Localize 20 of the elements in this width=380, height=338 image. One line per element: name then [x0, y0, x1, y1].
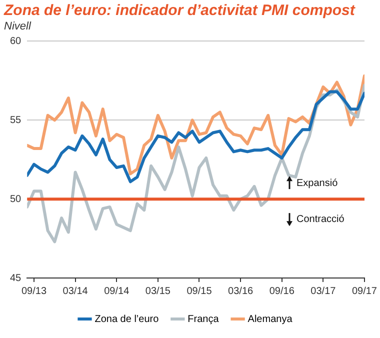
y-tick-label: 60: [10, 36, 22, 47]
chart-subtitle: Nivell: [4, 20, 32, 33]
legend-label: França: [188, 314, 220, 325]
y-tick-label: 45: [10, 272, 22, 284]
x-tick-label: 09/13: [21, 286, 47, 297]
x-tick-label: 09/16: [269, 286, 295, 297]
x-tick-label: 03/15: [145, 286, 171, 297]
y-tick-label: 55: [10, 114, 22, 126]
x-tick-label: 03/17: [310, 286, 336, 297]
legend-label: Alemanya: [248, 314, 293, 325]
annotation: Contracció: [296, 214, 345, 225]
chart-title: Zona de l’euro: indicador d’activitat PMI compost: [3, 2, 356, 20]
annotation: Expansió: [296, 178, 338, 189]
x-tick-label: 09/17: [352, 286, 378, 297]
y-tick-label: 50: [10, 194, 22, 205]
x-tick-label: 09/15: [186, 286, 212, 297]
x-tick-label: 03/16: [228, 286, 254, 297]
x-tick-label: 09/14: [104, 286, 130, 297]
x-tick-label: 03/14: [62, 286, 88, 297]
legend-label: Zona de l’euro: [94, 314, 160, 325]
